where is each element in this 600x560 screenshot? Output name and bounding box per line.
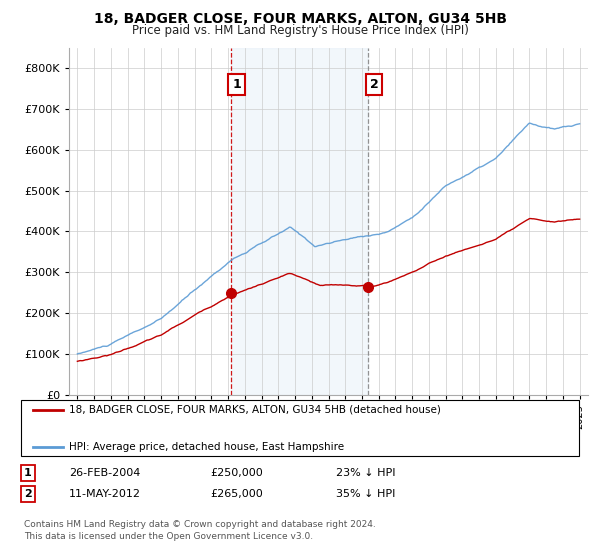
Text: 35% ↓ HPI: 35% ↓ HPI — [336, 489, 395, 499]
Text: This data is licensed under the Open Government Licence v3.0.: This data is licensed under the Open Gov… — [24, 532, 313, 541]
Text: 18, BADGER CLOSE, FOUR MARKS, ALTON, GU34 5HB: 18, BADGER CLOSE, FOUR MARKS, ALTON, GU3… — [94, 12, 506, 26]
Text: Price paid vs. HM Land Registry's House Price Index (HPI): Price paid vs. HM Land Registry's House … — [131, 24, 469, 36]
Text: 2: 2 — [370, 78, 379, 91]
Text: 1: 1 — [24, 468, 32, 478]
Text: 18, BADGER CLOSE, FOUR MARKS, ALTON, GU34 5HB (detached house): 18, BADGER CLOSE, FOUR MARKS, ALTON, GU3… — [69, 405, 441, 415]
Text: 1: 1 — [232, 78, 241, 91]
Text: 11-MAY-2012: 11-MAY-2012 — [69, 489, 141, 499]
Text: £265,000: £265,000 — [210, 489, 263, 499]
Text: Contains HM Land Registry data © Crown copyright and database right 2024.: Contains HM Land Registry data © Crown c… — [24, 520, 376, 529]
Text: HPI: Average price, detached house, East Hampshire: HPI: Average price, detached house, East… — [69, 442, 344, 452]
Text: £250,000: £250,000 — [210, 468, 263, 478]
Text: 26-FEB-2004: 26-FEB-2004 — [69, 468, 140, 478]
Text: 23% ↓ HPI: 23% ↓ HPI — [336, 468, 395, 478]
Bar — [230, 48, 368, 395]
Text: 2: 2 — [24, 489, 32, 499]
